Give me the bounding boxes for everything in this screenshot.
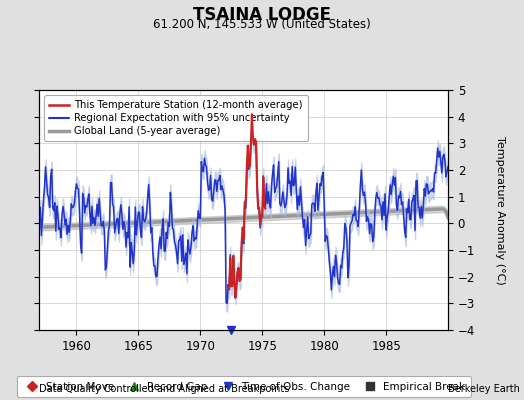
Y-axis label: Temperature Anomaly (°C): Temperature Anomaly (°C) [495, 136, 505, 284]
Legend: Station Move, Record Gap, Time of Obs. Change, Empirical Break: Station Move, Record Gap, Time of Obs. C… [17, 376, 471, 397]
Text: Berkeley Earth: Berkeley Earth [448, 384, 520, 394]
Text: Data Quality Controlled and Aligned at Breakpoints: Data Quality Controlled and Aligned at B… [39, 384, 290, 394]
Text: TSAINA LODGE: TSAINA LODGE [193, 6, 331, 24]
Text: 61.200 N, 145.533 W (United States): 61.200 N, 145.533 W (United States) [153, 18, 371, 31]
